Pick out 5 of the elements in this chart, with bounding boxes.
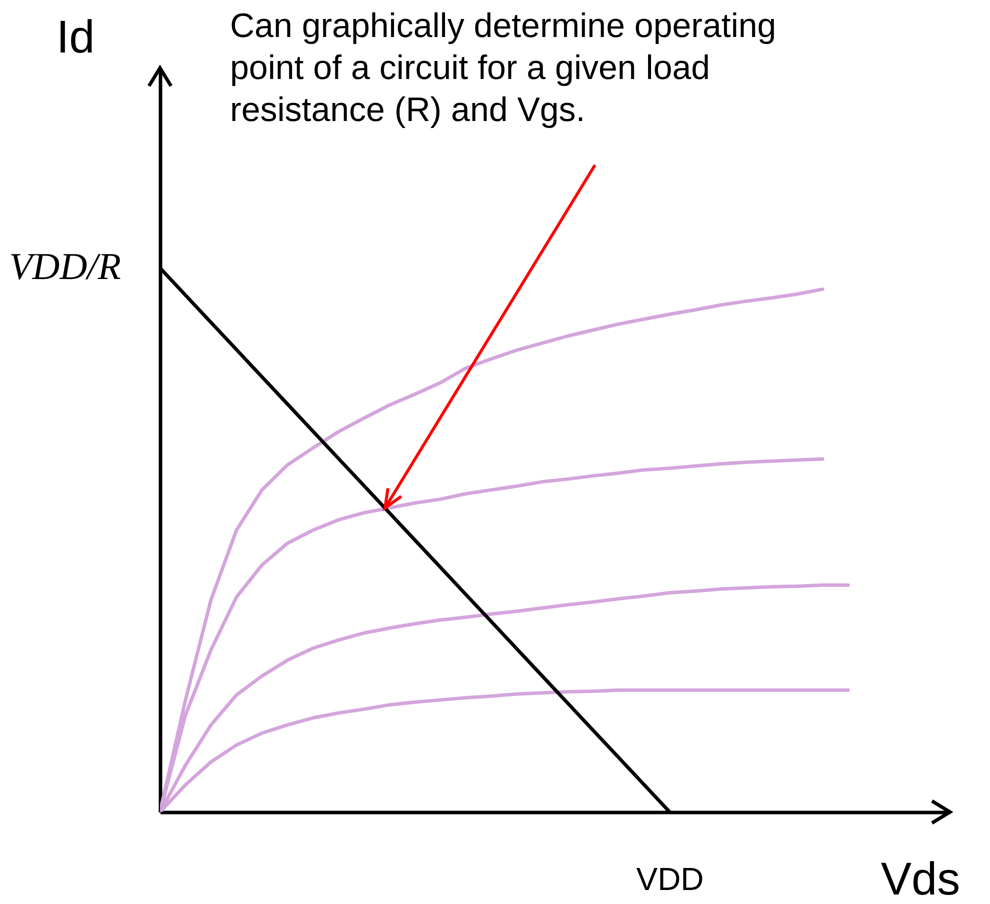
y-axis-title: Id [56,10,95,62]
text: VDD/R [9,246,121,288]
text: VDD [636,861,704,897]
x-axis-title: Vds [880,852,960,904]
text: Can graphically determine operating point of a circuit for a given load resistance (R) and Vgs. [230,7,776,129]
